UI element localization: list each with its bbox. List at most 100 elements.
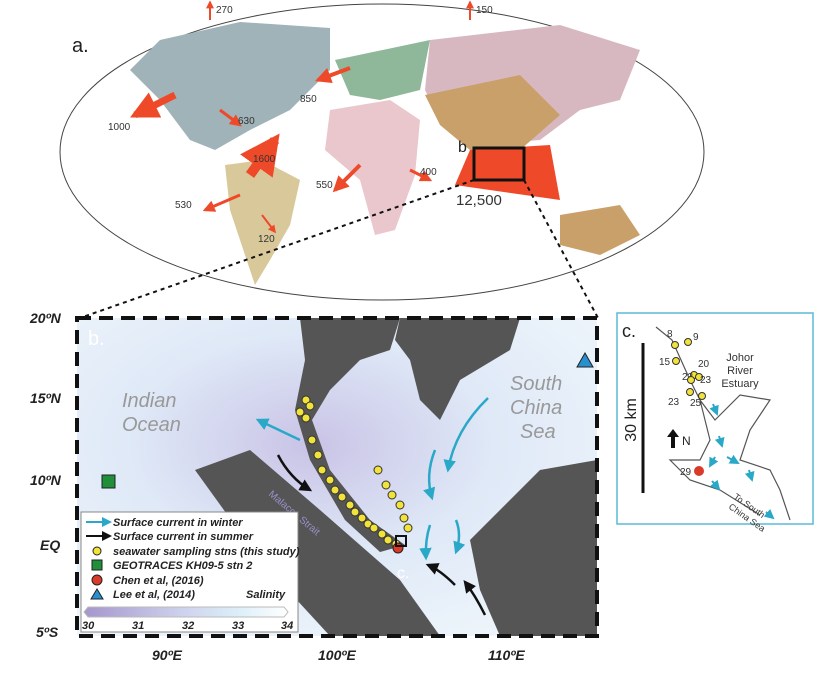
sampling-station-marker [295,407,305,417]
sampling-station-marker [403,523,413,533]
geotraces-station-marker [101,474,116,489]
lon-tick: 90ºE [152,647,183,663]
lat-tick: 20ºN [29,310,62,326]
flux-arrows [129,0,474,234]
flux-labels: 270 150 1000 630 850 1600 550 400 530 12… [108,5,502,245]
green-square-symbol [91,559,103,571]
station-label: 8 [667,329,673,340]
legend-label: Surface current in winter [113,517,243,529]
colorbar-title: Salinity [246,589,286,601]
land-indochina [395,318,520,420]
flux-arrow-12500 [455,145,560,200]
estuary-title: Johor [726,352,754,364]
panel-c-frame [616,312,814,525]
sampling-station-marker [387,490,397,500]
land-sumatra [195,450,440,636]
sampling-station-marker [383,535,393,545]
flux-label: 12,500 [456,192,502,209]
legend-label: Chen et al, (2016) [113,575,204,587]
station-label: 9 [693,332,699,343]
africa [325,100,420,235]
estuary-flow-arrows [709,403,775,520]
estuary-station-marker [695,373,703,381]
sampling-station-marker [369,523,379,533]
scs-label-2: China [510,397,562,419]
legend-label: Surface current in summer [113,531,254,543]
land-peninsula [295,318,405,552]
sampling-station-marker [337,492,347,502]
station-label: 23 [682,372,694,383]
south-america [225,160,300,285]
lat-tick: 15ºN [30,390,62,406]
station-label: 23 [700,375,712,386]
indian-ocean-label-1: Indian [122,390,177,412]
colorbar-tick: 30 [82,620,95,632]
legend-label: seawater sampling stns (this study) [113,546,300,558]
scs-label-3: Sea [520,421,556,443]
estuary-station-marker [698,392,706,400]
red-circle-symbol [91,574,103,586]
sampling-stations [295,395,413,549]
colorbar-tick: 33 [232,620,244,632]
sampling-station-marker [305,401,315,411]
panel-b-label: b. [88,328,105,350]
sampling-station-marker [301,413,311,423]
flux-label: 150 [476,5,493,16]
sampling-station-marker [345,500,355,510]
land-borneo [470,460,597,636]
summer-current-arrows [276,454,487,616]
legend-label: GEOTRACES KH09-5 stn 2 [113,560,252,572]
asia-south [425,75,560,150]
chen-station-marker [392,542,404,554]
station-label: 29 [680,467,692,478]
panel-c-label: c. [622,321,636,341]
north-arrow-icon [667,429,679,448]
flux-label: 630 [238,116,255,127]
flux-label: 1000 [108,122,131,133]
flux-label: 400 [420,167,437,178]
lon-tick: 100ºE [318,647,356,663]
north-america [130,22,330,150]
zoom-line-right [523,179,599,319]
sampling-station-marker [357,513,367,523]
zoom-line-left [79,179,475,319]
station-label: 20 [698,359,710,370]
flux-label: 270 [216,5,233,16]
sampling-station-marker [317,465,327,475]
estuary-station-marker [684,338,692,346]
chen-station-marker-c [694,466,704,476]
indian-ocean-label-2: Ocean [122,414,181,436]
lat-tick: EQ [40,537,60,553]
lat-tick: 10ºN [30,472,62,488]
scs-label-1: South [510,373,562,395]
sampling-station-marker [377,529,387,539]
lon-tick: 110ºE [488,647,525,663]
panel-b-regional-map: b. Indian Ocean South China Sea Malacca … [29,310,599,663]
sampling-station-marker [399,513,409,523]
inset-b-label: b [458,139,467,156]
colorbar-tick: 31 [132,620,144,632]
station-label: 15 [659,357,671,368]
winter-current-arrows [255,397,489,561]
flux-label: 120 [258,234,275,245]
estuary-station-marker [672,357,680,365]
legend: Surface current in winter Surface curren… [80,511,300,633]
flux-label: 530 [175,200,192,211]
sampling-station-marker [307,435,317,445]
estuary-title: River [727,365,753,377]
estuary-stations: 8 9 15 20 23 23 23 25 [659,329,712,409]
estuary-station-marker [671,341,679,349]
lat-tick: 5ºS [36,624,59,640]
lee-station-marker [576,351,594,368]
latitude-ticks: 20ºN 15ºN 10ºN EQ 5ºS [29,310,62,640]
legend-label: Lee et al, (2014) [113,589,195,601]
inset-c-label: c. [397,565,409,582]
colorbar-tick: 32 [182,620,194,632]
europe [335,40,430,100]
salinity-colorbar [83,606,289,618]
estuary-station-marker [687,376,695,384]
yellow-circle-symbol [92,546,102,556]
flux-label: 550 [316,180,333,191]
